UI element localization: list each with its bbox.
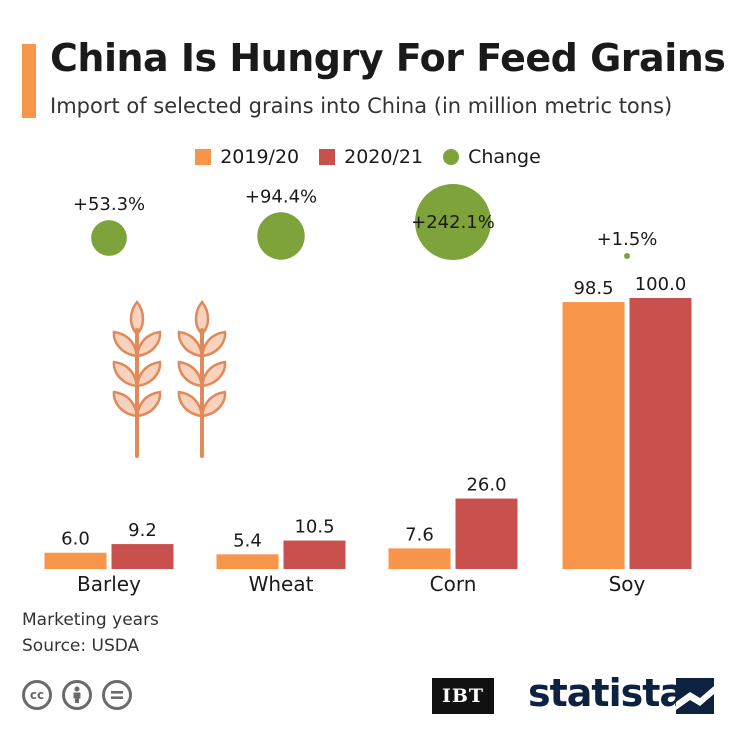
data-label-barley-2019: 6.0: [61, 529, 90, 550]
license-icons: cc: [22, 680, 142, 710]
change-label-wheat: +94.4%: [245, 186, 317, 207]
change-label-soy: +1.5%: [597, 229, 658, 250]
change-label-corn: +242.1%: [411, 212, 495, 233]
legend-label-2019: 2019/20: [220, 146, 300, 168]
data-label-wheat-2020: 10.5: [294, 517, 334, 538]
cc-icon[interactable]: cc: [22, 680, 52, 710]
legend-item-2019: 2019/20: [195, 146, 299, 168]
legend-item-change: Change: [443, 146, 541, 168]
ibt-logo[interactable]: IBT: [432, 678, 494, 714]
change-bubble-wheat: [257, 212, 305, 260]
chart-subtitle: Import of selected grains into China (in…: [50, 94, 673, 118]
bar-soy-2020: [629, 298, 692, 569]
legend-swatch-2019: [195, 149, 212, 165]
attribution-icon[interactable]: [62, 680, 92, 710]
bar-wheat-2019: [216, 554, 279, 569]
legend-swatch-change: [443, 149, 460, 165]
data-label-wheat-2019: 5.4: [233, 530, 262, 551]
data-label-soy-2020: 100.0: [635, 274, 687, 295]
chart-title: China Is Hungry For Feed Grains: [50, 36, 726, 80]
legend-label-2020: 2020/21: [344, 146, 424, 168]
category-label-corn: Corn: [430, 572, 477, 596]
legend-item-2020: 2020/21: [319, 146, 423, 168]
statista-logo[interactable]: statista: [528, 671, 685, 715]
wheat-icon: [112, 299, 227, 458]
bar-wheat-2020: [283, 540, 346, 569]
bar-corn-2019: [388, 548, 451, 569]
legend-label-change: Change: [468, 146, 541, 168]
category-label-wheat: Wheat: [249, 572, 314, 596]
bar-barley-2019: [44, 552, 107, 569]
bar-soy-2019: [562, 302, 625, 569]
bar-barley-2020: [111, 544, 174, 569]
data-label-corn-2019: 7.6: [405, 524, 434, 545]
data-label-barley-2020: 9.2: [128, 520, 157, 541]
statista-logo-icon: [676, 678, 714, 714]
title-accent-bar: [22, 44, 36, 118]
change-bubble-barley: [91, 220, 127, 256]
legend-swatch-2020: [319, 149, 336, 165]
legend: 2019/20 2020/21 Change: [0, 146, 736, 168]
wheat-stalk-icon: [112, 299, 162, 458]
data-label-corn-2020: 26.0: [466, 475, 506, 496]
category-label-soy: Soy: [609, 572, 646, 596]
change-bubble-corn: [415, 184, 491, 260]
bar-corn-2020: [455, 498, 518, 569]
category-label-barley: Barley: [77, 572, 141, 596]
change-bubble-soy: [624, 253, 630, 259]
no-derivatives-icon[interactable]: [102, 680, 132, 710]
note-marketing-years: Marketing years: [22, 610, 159, 630]
change-label-barley: +53.3%: [73, 194, 145, 215]
note-source: Source: USDA: [22, 636, 140, 656]
data-label-soy-2019: 98.5: [573, 278, 613, 299]
wheat-stalk-icon: [177, 299, 227, 458]
